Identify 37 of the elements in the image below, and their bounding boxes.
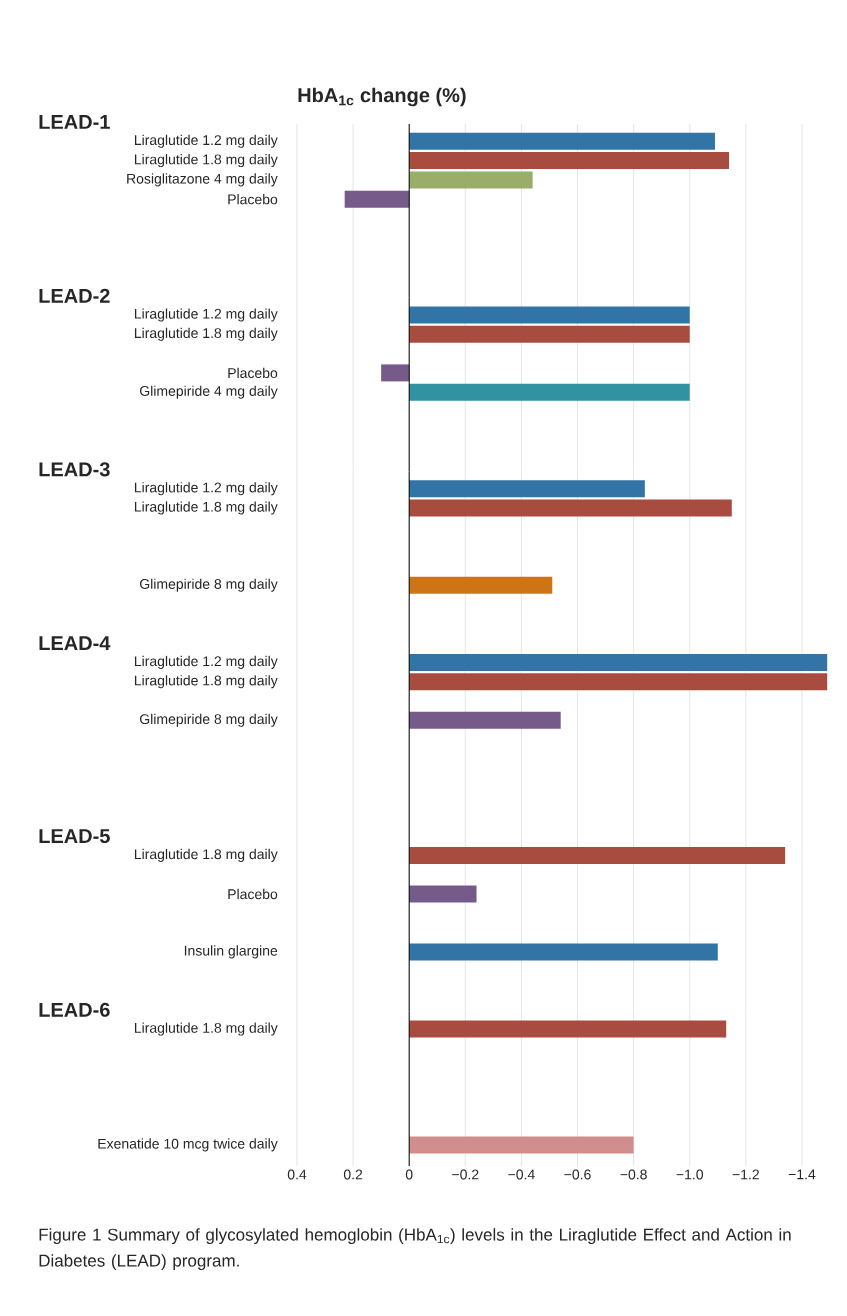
text: LEAD-6	[39, 1002, 110, 1017]
y-tick-label: Glimepiride 4 mg daily	[140, 385, 278, 399]
y-tick-label: Insulin glargine	[184, 945, 278, 959]
y-tick-label: Glimepiride 8 mg daily	[140, 713, 278, 727]
x-tick-label: −0.8	[620, 1169, 647, 1180]
text: LEAD-1	[39, 115, 110, 129]
y-tick-label: Liraglutide 1.2 mg daily	[134, 134, 278, 148]
text: Figure 1 Summary of glycosylated hemoglobin (HbA$_{1c}$) levels in the Liraglutide Effect and Action in Diabetes (LEAD) program.	[39, 1228, 791, 1271]
y-tick-label: Liraglutide 1.8 mg daily	[134, 327, 278, 341]
y-tick-label: Placebo	[228, 367, 278, 379]
y-tick-label: Liraglutide 1.8 mg daily	[134, 675, 278, 689]
x-tick-label: −1.0	[676, 1169, 704, 1180]
y-tick-label: Liraglutide 1.8 mg daily	[134, 501, 278, 515]
y-tick-label: Placebo	[228, 888, 278, 900]
y-tick-label: Liraglutide 1.2 mg daily	[134, 482, 278, 496]
y-tick-label: Liraglutide 1.8 mg daily	[134, 848, 278, 862]
y-tick-label: Glimepiride 8 mg daily	[140, 578, 278, 592]
y-tick-label: Liraglutide 1.2 mg daily	[134, 655, 278, 669]
x-tick-label: −0.4	[508, 1169, 535, 1180]
x-tick-label: −0.6	[564, 1169, 591, 1180]
text: LEAD-4	[39, 636, 111, 650]
x-tick-label: 0.2	[343, 1169, 363, 1180]
y-tick-label: Rosiglitazone 4 mg daily	[127, 173, 278, 187]
x-tick-label: 0.4	[287, 1169, 307, 1180]
text: LEAD-3	[39, 462, 110, 477]
text: LEAD-5	[39, 829, 110, 844]
y-tick-label: Liraglutide 1.8 mg daily	[134, 1022, 278, 1036]
text: LEAD-2	[39, 288, 110, 303]
y-tick-label: Liraglutide 1.8 mg daily	[134, 154, 278, 168]
x-tick-label: 0	[405, 1169, 413, 1180]
y-tick-label: Exenatide 10 mcg twice daily	[98, 1138, 278, 1152]
x-tick-label: −0.2	[452, 1169, 479, 1180]
y-tick-label: Liraglutide 1.2 mg daily	[134, 308, 278, 322]
x-tick-label: −1.2	[732, 1169, 759, 1180]
y-tick-label: Placebo	[228, 194, 278, 205]
x-axis-title: HbA$_{1c}$ change (%)	[298, 87, 466, 107]
x-tick-label: −1.4	[788, 1169, 816, 1180]
